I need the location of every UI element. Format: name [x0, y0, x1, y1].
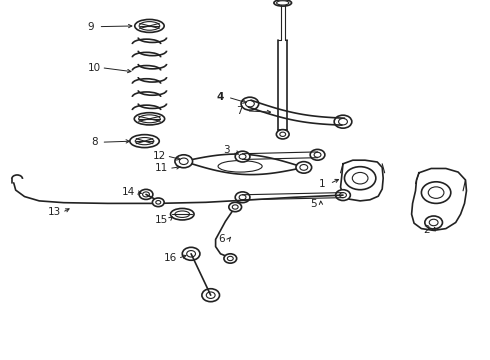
Ellipse shape [276, 1, 289, 5]
Text: 11: 11 [155, 163, 169, 174]
Circle shape [139, 189, 153, 199]
Text: 14: 14 [122, 187, 135, 197]
Circle shape [429, 219, 438, 226]
Ellipse shape [175, 211, 190, 217]
Text: 15: 15 [155, 215, 169, 225]
Circle shape [340, 193, 346, 198]
Circle shape [179, 158, 188, 165]
Circle shape [202, 289, 220, 302]
Circle shape [235, 151, 250, 162]
Circle shape [339, 118, 347, 125]
Circle shape [227, 256, 233, 261]
Text: 4: 4 [217, 92, 224, 102]
Polygon shape [412, 168, 466, 230]
Circle shape [175, 155, 193, 168]
Circle shape [425, 216, 442, 229]
Text: 5: 5 [310, 199, 317, 210]
Text: 2: 2 [423, 225, 430, 235]
Circle shape [239, 195, 246, 200]
Circle shape [235, 192, 250, 203]
Text: 9: 9 [88, 22, 95, 32]
Circle shape [334, 115, 352, 128]
Circle shape [352, 172, 368, 184]
Text: 12: 12 [152, 151, 166, 161]
Circle shape [280, 132, 286, 136]
Circle shape [421, 182, 451, 203]
Circle shape [232, 205, 238, 209]
Text: 1: 1 [319, 179, 326, 189]
Ellipse shape [134, 113, 165, 125]
Circle shape [143, 192, 149, 197]
Circle shape [276, 130, 289, 139]
Text: 13: 13 [48, 207, 62, 217]
Circle shape [229, 202, 242, 212]
Text: 7: 7 [236, 106, 243, 116]
Text: 10: 10 [88, 63, 100, 73]
Text: 8: 8 [91, 137, 98, 147]
Circle shape [310, 149, 325, 160]
Circle shape [336, 190, 350, 201]
Polygon shape [341, 160, 383, 201]
Circle shape [239, 154, 246, 159]
Circle shape [245, 100, 254, 107]
Circle shape [187, 251, 196, 257]
Circle shape [428, 187, 444, 198]
Text: 3: 3 [223, 145, 230, 156]
Circle shape [156, 201, 161, 204]
Ellipse shape [218, 161, 262, 172]
Ellipse shape [139, 22, 160, 30]
Circle shape [206, 292, 215, 298]
Circle shape [300, 165, 308, 170]
Circle shape [344, 167, 376, 190]
Text: 16: 16 [164, 253, 177, 264]
Circle shape [296, 162, 312, 173]
Circle shape [224, 254, 237, 263]
Text: 6: 6 [218, 234, 225, 244]
Circle shape [182, 247, 200, 260]
Ellipse shape [139, 115, 160, 123]
Circle shape [241, 97, 259, 110]
Ellipse shape [135, 138, 154, 145]
Circle shape [314, 152, 321, 157]
Ellipse shape [130, 135, 159, 148]
Ellipse shape [171, 208, 194, 220]
Ellipse shape [274, 0, 292, 6]
Ellipse shape [135, 19, 164, 32]
Circle shape [152, 198, 164, 207]
